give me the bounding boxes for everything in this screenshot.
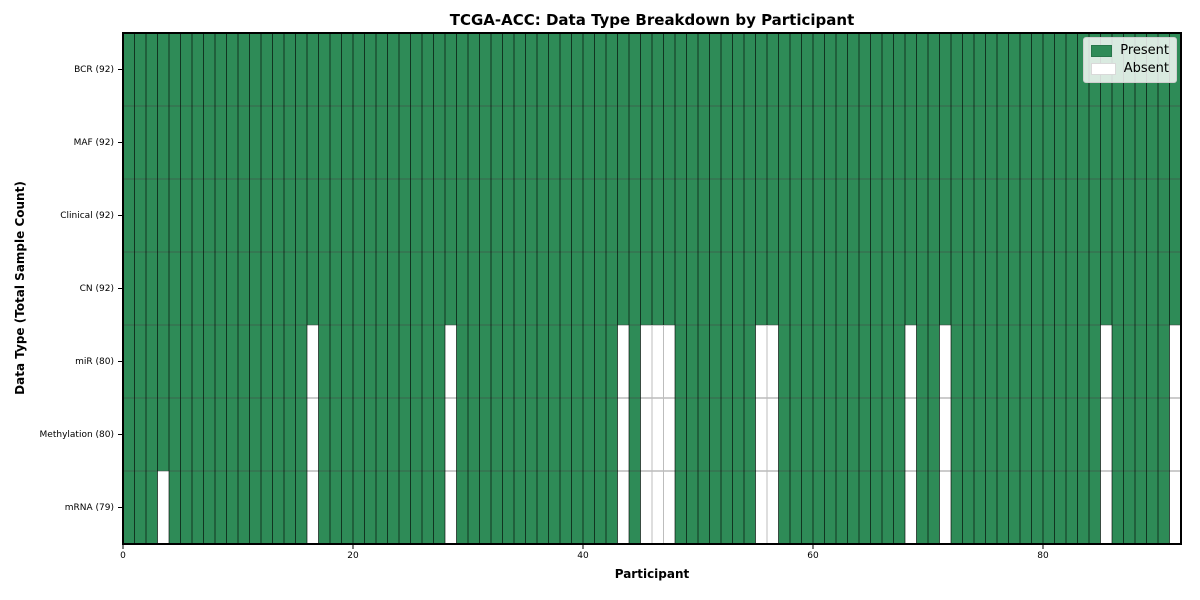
y-tick-label: Methylation (80) — [39, 429, 114, 440]
absent-cell — [755, 471, 767, 544]
absent-cell — [652, 471, 664, 544]
absent-cell — [1100, 398, 1112, 471]
absent-cell — [939, 471, 951, 544]
absent-cell — [640, 471, 652, 544]
absent-cell — [663, 471, 675, 544]
y-tick-label: Clinical (92) — [60, 210, 114, 221]
y-tick-label: BCR (92) — [74, 64, 114, 75]
x-tick-label: 20 — [347, 551, 359, 561]
absent-cell — [640, 398, 652, 471]
x-axis-label: Participant — [614, 567, 690, 581]
absent-cell — [157, 471, 169, 544]
absent-cell — [1169, 398, 1181, 471]
absent-cell — [767, 471, 779, 544]
heatmap-row — [123, 325, 1181, 398]
absent-cell — [767, 325, 779, 398]
legend-label-present: Present — [1120, 43, 1169, 58]
absent-cell — [617, 325, 629, 398]
absent-cell — [640, 325, 652, 398]
absent-cell — [1169, 325, 1181, 398]
absent-cell — [939, 398, 951, 471]
heatmap-row — [123, 179, 1181, 252]
absent-cell — [1100, 325, 1112, 398]
y-tick-label: MAF (92) — [73, 137, 114, 148]
absent-cell — [617, 398, 629, 471]
absent-cell — [905, 325, 917, 398]
absent-cell — [617, 471, 629, 544]
absent-cell — [1100, 471, 1112, 544]
heatmap-row — [123, 398, 1181, 471]
x-tick-label: 40 — [577, 551, 589, 561]
heatmap-row — [123, 252, 1181, 325]
absent-swatch — [1091, 63, 1116, 75]
x-tick-label: 80 — [1037, 551, 1049, 561]
absent-cell — [652, 325, 664, 398]
absent-cell — [905, 398, 917, 471]
absent-cell — [939, 325, 951, 398]
absent-cell — [445, 471, 457, 544]
absent-cell — [755, 398, 767, 471]
legend: Present Absent — [1083, 37, 1177, 83]
y-tick-label: miR (80) — [75, 356, 114, 367]
chart-title: TCGA-ACC: Data Type Breakdown by Partici… — [449, 11, 855, 29]
legend-label-absent: Absent — [1123, 61, 1169, 76]
absent-cell — [663, 398, 675, 471]
absent-cell — [767, 398, 779, 471]
y-tick-label: mRNA (79) — [64, 502, 114, 513]
y-tick-label: CN (92) — [79, 283, 114, 294]
heatmap-row — [123, 33, 1181, 106]
absent-cell — [307, 398, 319, 471]
absent-cell — [755, 325, 767, 398]
x-tick-label: 60 — [807, 551, 819, 561]
absent-cell — [445, 398, 457, 471]
legend-entry-absent: Absent — [1091, 62, 1169, 76]
heatmap-row — [123, 106, 1181, 179]
absent-cell — [307, 325, 319, 398]
legend-entry-present: Present — [1091, 44, 1169, 58]
absent-cell — [652, 398, 664, 471]
absent-cell — [307, 471, 319, 544]
absent-cell — [905, 471, 917, 544]
absent-cell — [1169, 471, 1181, 544]
x-tick-label: 0 — [120, 551, 126, 561]
heatmap-row — [123, 471, 1181, 544]
absent-cell — [663, 325, 675, 398]
present-swatch — [1091, 45, 1113, 57]
absent-cell — [445, 325, 457, 398]
